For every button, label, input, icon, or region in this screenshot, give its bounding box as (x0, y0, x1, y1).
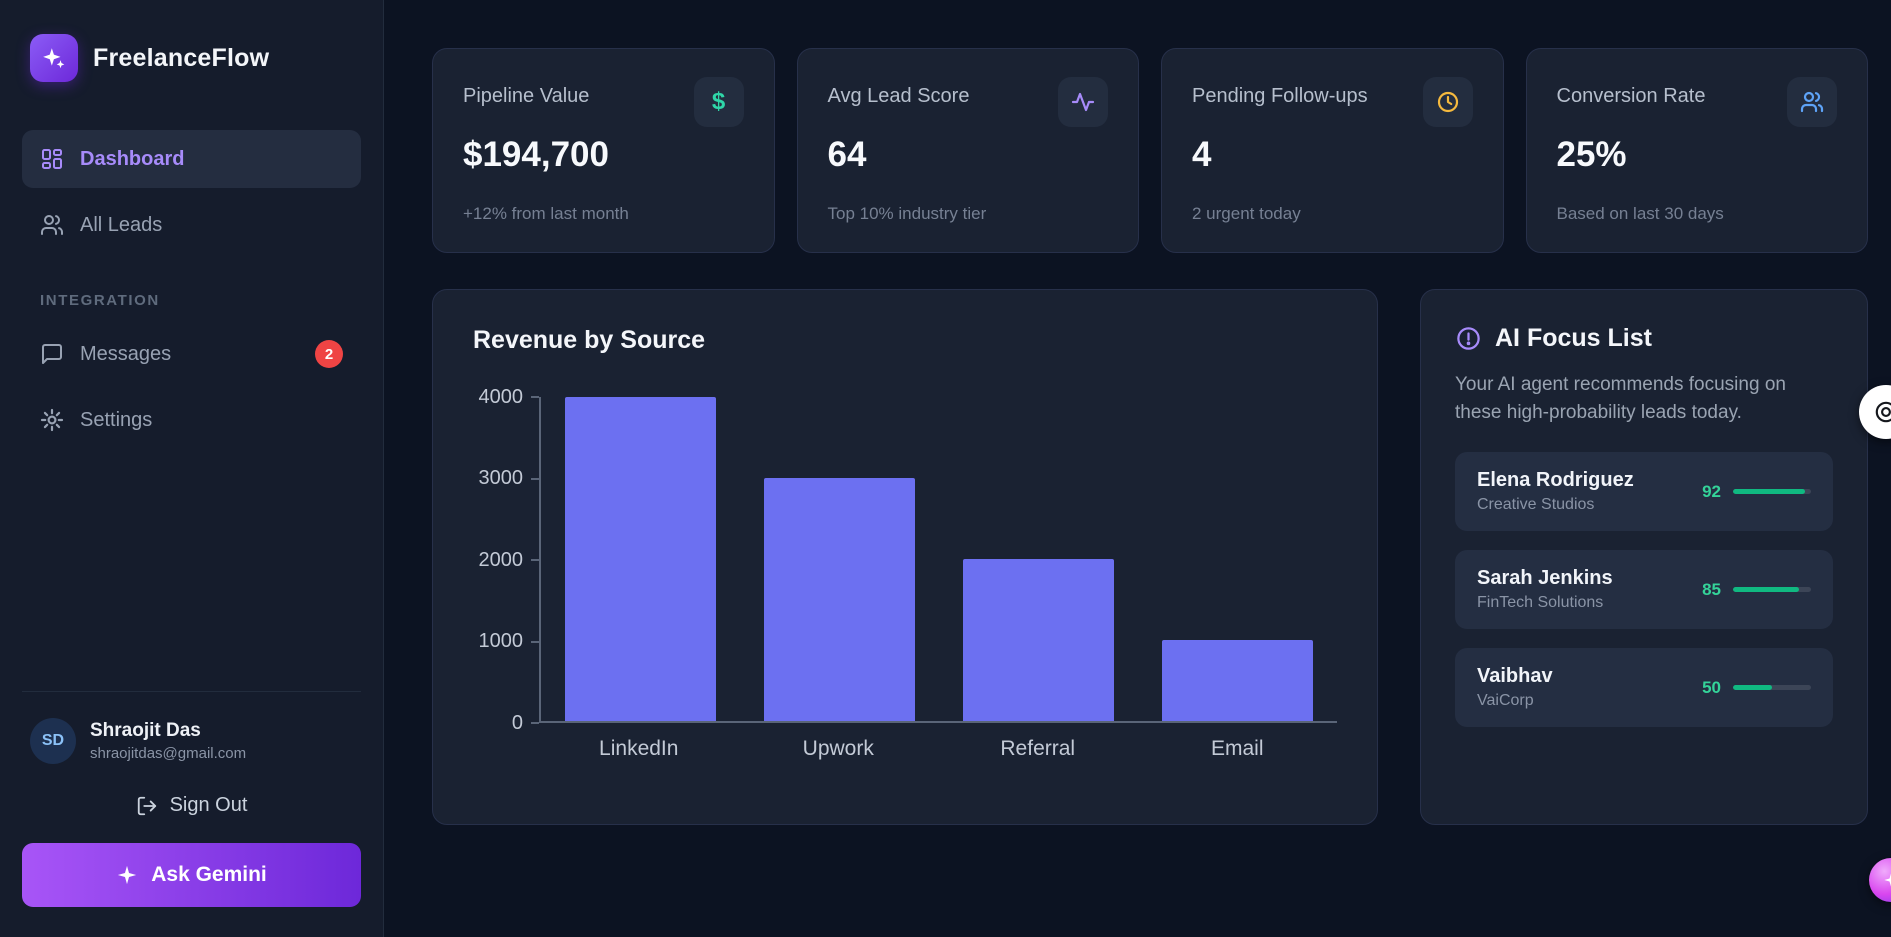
user-block: SD Shraojit Das shraojitdas@gmail.com (22, 691, 361, 764)
stat-value: $194,700 (463, 135, 609, 174)
focus-subtitle: Your AI agent recommends focusing on the… (1455, 374, 1786, 423)
lead-company: Creative Studios (1477, 496, 1595, 514)
stat-value: 64 (827, 135, 867, 174)
messages-badge: 2 (315, 340, 343, 368)
activity-icon (1058, 77, 1108, 127)
y-axis: 4000 3000 2000 1000 0 (478, 385, 524, 734)
x-tick-label: Referral (1000, 737, 1076, 760)
bar-chart: 4000 3000 2000 1000 0 LinkedIn Upwork Referral… (473, 385, 1337, 761)
target-icon (1875, 401, 1891, 423)
sidebar-item-label: Messages (80, 342, 172, 365)
alert-circle-icon (1457, 327, 1480, 350)
logo-badge (30, 34, 78, 82)
sidebar-spacer (22, 457, 361, 691)
lead-score: 92 (1702, 481, 1721, 501)
plot-area (539, 397, 1337, 723)
sign-out-button[interactable]: Sign Out (22, 794, 361, 817)
avatar: SD (30, 718, 76, 764)
sidebar-item-label: Dashboard (80, 147, 185, 170)
lead-score: 50 (1702, 677, 1721, 697)
main-content: Pipeline Value $ $194,700 +12% from last… (384, 0, 1891, 937)
sidebar-item-label: Settings (80, 408, 153, 431)
gear-icon (40, 408, 64, 432)
stat-title: Avg Lead Score (827, 85, 970, 107)
sidebar: FreelanceFlow Dashboard All Leads INTEGR… (0, 0, 384, 937)
sparkle-icon (43, 48, 65, 69)
lead-company: FinTech Solutions (1477, 594, 1604, 612)
lead-score: 85 (1702, 579, 1721, 599)
focus-title: AI Focus List (1495, 324, 1652, 352)
stat-caption: +12% from last month (463, 204, 629, 223)
ai-focus-list-panel: AI Focus List Your AI agent recommends f… (1420, 289, 1868, 825)
score-progress (1733, 489, 1811, 495)
lead-name: Vaibhav (1477, 665, 1553, 688)
stats-row: Pipeline Value $ $194,700 +12% from last… (432, 48, 1868, 253)
revenue-by-source-panel: Revenue by Source 4000 3000 2000 1000 0 Link… (432, 289, 1378, 825)
stat-title: Pending Follow-ups (1192, 85, 1368, 107)
bar-column (541, 397, 740, 721)
sidebar-item-settings[interactable]: Settings (22, 391, 361, 449)
sidebar-section-integration: INTEGRATION (40, 292, 160, 309)
bar-column (1138, 397, 1337, 721)
bar-column (740, 397, 939, 721)
bar-upwork (763, 478, 916, 721)
bar-linkedin (564, 397, 717, 721)
score-progress (1733, 685, 1811, 691)
floating-chat-widget[interactable] (1869, 858, 1891, 902)
users-icon (41, 215, 63, 235)
focus-list-item[interactable]: Elena Rodriguez Creative Studios 92 (1455, 452, 1833, 532)
sidebar-item-messages[interactable]: Messages 2 (22, 325, 361, 383)
stat-value: 4 (1192, 135, 1212, 174)
lead-name: Elena Rodriguez (1477, 469, 1634, 492)
stat-title: Conversion Rate (1556, 85, 1706, 107)
x-tick-label: Email (1210, 737, 1264, 760)
users-icon (1787, 77, 1837, 127)
user-name: Shraojit Das (90, 720, 201, 741)
app-title: FreelanceFlow (93, 43, 270, 72)
focus-list-item[interactable]: Vaibhav VaiCorp 50 (1455, 648, 1833, 728)
dashboard-icon (42, 149, 62, 169)
ask-gemini-button[interactable]: Ask Gemini (22, 843, 361, 907)
app-logo: FreelanceFlow (22, 34, 361, 82)
bar-referral (962, 559, 1115, 721)
x-axis-labels: LinkedIn Upwork Referral Email (539, 737, 1337, 761)
dollar-icon: $ (693, 77, 744, 127)
bar-column (939, 397, 1138, 721)
ask-gemini-label: Ask Gemini (151, 863, 267, 886)
user-email: shraojitdas@gmail.com (90, 745, 247, 762)
stat-card-pipeline-value: Pipeline Value $ $194,700 +12% from last… (432, 48, 775, 253)
stat-caption: 2 urgent today (1192, 204, 1301, 223)
sidebar-item-all-leads[interactable]: All Leads (22, 196, 361, 254)
sidebar-item-dashboard[interactable]: Dashboard (22, 130, 361, 188)
sparkle-icon (118, 865, 137, 885)
clock-icon (1422, 77, 1473, 127)
stat-card-conversion-rate: Conversion Rate 25% Based on last 30 day… (1525, 48, 1868, 253)
focus-list: Elena Rodriguez Creative Studios 92 Sara… (1455, 452, 1833, 728)
stat-card-pending-follow-ups: Pending Follow-ups 4 2 urgent today (1161, 48, 1504, 253)
stat-card-avg-lead-score: Avg Lead Score 64 Top 10% industry tier (796, 48, 1139, 253)
stat-value: 25% (1556, 135, 1627, 174)
lead-company: VaiCorp (1477, 692, 1534, 710)
lead-name: Sarah Jenkins (1477, 567, 1613, 590)
x-tick-label: Upwork (802, 737, 874, 760)
bar-email (1161, 640, 1314, 721)
x-tick-label: LinkedIn (599, 737, 679, 760)
logout-icon (137, 796, 156, 815)
y-axis-spacer (473, 737, 539, 761)
chart-title: Revenue by Source (473, 326, 706, 354)
sparkle-icon (1884, 873, 1891, 887)
message-icon (42, 344, 62, 364)
stat-title: Pipeline Value (463, 85, 590, 107)
stat-caption: Based on last 30 days (1556, 204, 1724, 223)
focus-list-item[interactable]: Sarah Jenkins FinTech Solutions 85 (1455, 550, 1833, 630)
sidebar-item-label: All Leads (80, 213, 163, 236)
stat-caption: Top 10% industry tier (827, 204, 987, 223)
sign-out-label: Sign Out (169, 794, 248, 816)
score-progress (1733, 587, 1811, 593)
